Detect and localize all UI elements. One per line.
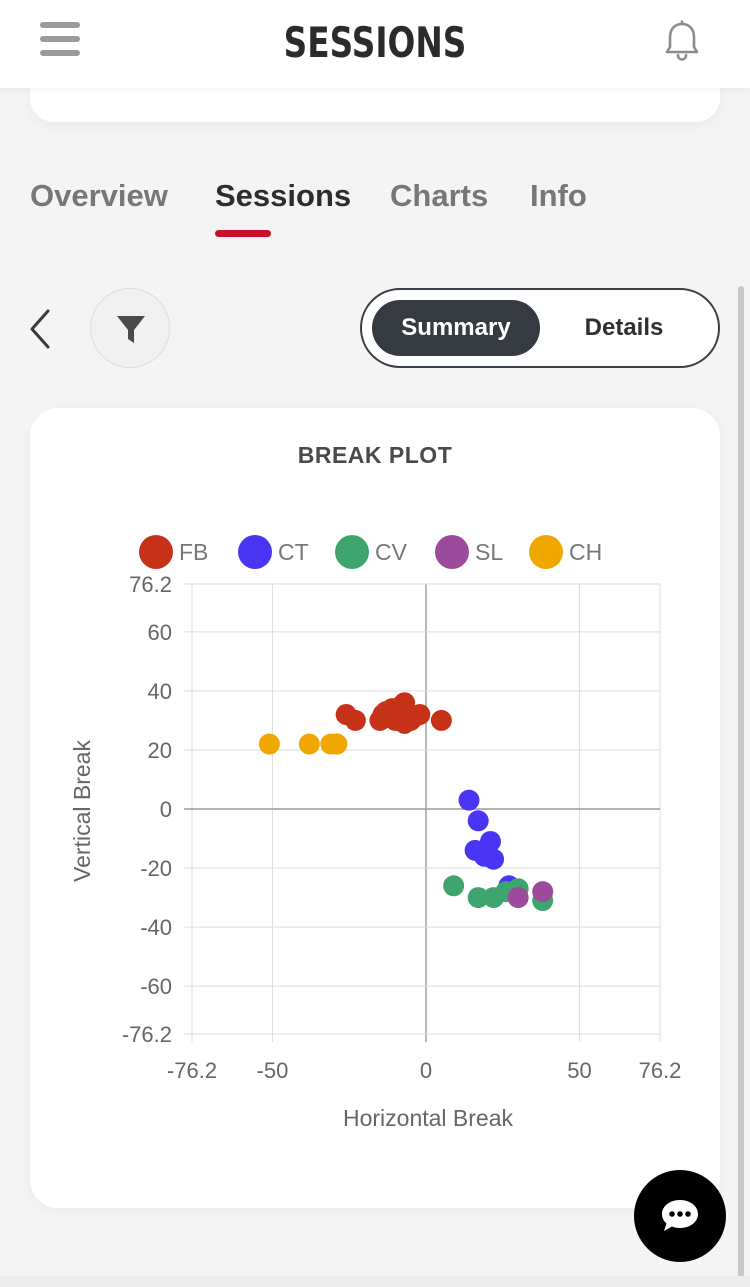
data-point-ct bbox=[458, 789, 480, 811]
legend-marker-fb bbox=[139, 535, 173, 569]
data-point-cv bbox=[467, 887, 489, 909]
y-tick-label: 20 bbox=[148, 738, 172, 763]
data-point-ch bbox=[258, 733, 280, 755]
data-point-ct bbox=[467, 810, 489, 832]
y-tick-label: -76.2 bbox=[122, 1022, 172, 1047]
view-toggle: Summary Details bbox=[360, 288, 720, 368]
filter-button[interactable] bbox=[90, 288, 170, 368]
chat-button[interactable] bbox=[634, 1170, 726, 1262]
legend-marker-cv bbox=[335, 535, 369, 569]
break-plot-card: BREAK PLOT -76.2 -50 0 50 76.2 76.2 60 40 20 0 -20… bbox=[30, 408, 720, 1208]
data-point-ch bbox=[326, 733, 348, 755]
y-axis-title: Vertical Break bbox=[69, 740, 95, 882]
bottom-bar bbox=[0, 1276, 750, 1287]
legend-label-sl: SL bbox=[475, 539, 503, 565]
y-tick-label: 0 bbox=[160, 797, 172, 822]
y-tick-label: 40 bbox=[148, 679, 172, 704]
x-tick-label: 50 bbox=[567, 1058, 591, 1083]
scrollbar[interactable] bbox=[738, 286, 744, 1278]
y-tick-label: -20 bbox=[140, 856, 172, 881]
data-point-fb bbox=[409, 704, 431, 726]
top-header: SESSIONS bbox=[0, 0, 750, 88]
y-tick-label: 60 bbox=[148, 620, 172, 645]
hamburger-menu-icon[interactable] bbox=[40, 22, 80, 56]
chevron-left-icon[interactable] bbox=[26, 308, 56, 350]
data-point-ch bbox=[298, 733, 320, 755]
x-tick-label: -50 bbox=[257, 1058, 289, 1083]
tab-info[interactable]: Info bbox=[530, 178, 587, 213]
data-point-ct bbox=[479, 830, 501, 852]
tab-overview[interactable]: Overview bbox=[30, 178, 168, 213]
y-tick-label: -40 bbox=[140, 915, 172, 940]
x-tick-label: 76.2 bbox=[639, 1058, 682, 1083]
details-toggle-button[interactable]: Details bbox=[584, 314, 664, 341]
legend-marker-sl bbox=[435, 535, 469, 569]
legend-label-cv: CV bbox=[375, 539, 408, 565]
active-tab-indicator bbox=[215, 230, 271, 237]
x-axis-title: Horizontal Break bbox=[343, 1105, 514, 1131]
filter-icon bbox=[117, 316, 145, 343]
chart-title: BREAK PLOT bbox=[297, 442, 453, 468]
x-tick-label: 0 bbox=[420, 1058, 432, 1083]
tab-charts[interactable]: Charts bbox=[390, 178, 489, 213]
chat-bubble-icon bbox=[662, 1200, 698, 1231]
legend-marker-ch bbox=[529, 535, 563, 569]
legend-label-ct: CT bbox=[278, 539, 309, 565]
data-point-sl bbox=[507, 887, 529, 909]
data-point-fb bbox=[430, 709, 452, 731]
x-tick-label: -76.2 bbox=[167, 1058, 217, 1083]
data-point-cv bbox=[443, 875, 465, 897]
y-tick-label: -60 bbox=[140, 974, 172, 999]
data-point-fb bbox=[344, 709, 366, 731]
page-title: SESSIONS bbox=[283, 18, 467, 67]
data-point-ct bbox=[483, 848, 505, 870]
summary-toggle-button[interactable]: Summary bbox=[372, 300, 540, 356]
bell-icon[interactable] bbox=[664, 20, 700, 62]
legend-label-fb: FB bbox=[179, 539, 208, 565]
legend-marker-ct bbox=[238, 535, 272, 569]
legend-label-ch: CH bbox=[569, 539, 602, 565]
tab-sessions[interactable]: Sessions bbox=[215, 178, 352, 213]
data-point-sl bbox=[532, 881, 554, 903]
y-tick-label: 76.2 bbox=[129, 572, 172, 597]
break-plot-chart: -76.2 -50 0 50 76.2 76.2 60 40 20 0 -20 -40 -60 -76.2… bbox=[69, 535, 682, 1131]
